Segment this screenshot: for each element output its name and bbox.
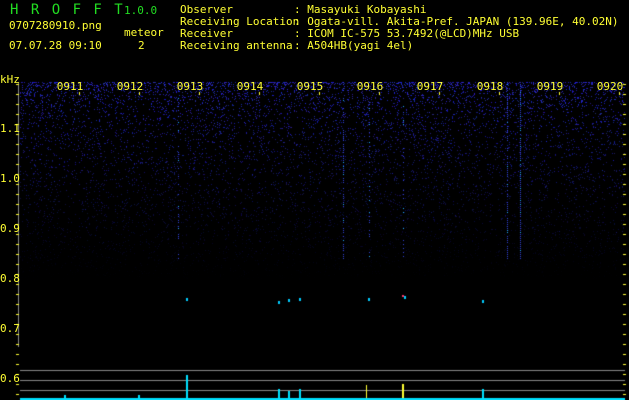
x-tick-label: 0914	[236, 80, 264, 93]
x-tick-label: 0918	[476, 80, 504, 93]
x-tick-label: 0917	[416, 80, 444, 93]
y-tick-label: 0.7	[0, 322, 20, 335]
x-tick-label: 0916	[356, 80, 384, 93]
y-tick-label: 1.0	[0, 172, 20, 185]
x-tick-label: 0913	[176, 80, 204, 93]
app-title: H R O F F T	[10, 2, 125, 18]
y-tick-label: 0.6	[0, 372, 20, 385]
app-version: 1.0.0	[124, 4, 158, 17]
meteor-count: 2	[138, 39, 145, 52]
info-label: Receiving Location	[180, 15, 300, 28]
y-tick-label: 1.1	[0, 122, 20, 135]
info-value: : A504HB(yagi 4el)	[294, 39, 414, 52]
x-tick-label: 0915	[296, 80, 324, 93]
info-value: : ICOM IC-575 53.7492(@LCD)MHz USB	[294, 27, 520, 40]
info-label: Receiver	[180, 27, 233, 40]
y-tick-label: 0.9	[0, 222, 20, 235]
datetime: 07.07.28 09:10	[9, 39, 102, 52]
x-tick-label: 0919	[536, 80, 564, 93]
filename: 0707280910.png	[9, 19, 102, 32]
y-tick-label: 0.8	[0, 272, 20, 285]
x-tick-label: 0920	[596, 80, 624, 93]
info-label: Observer	[180, 3, 233, 16]
info-value: : Ogata-vill. Akita-Pref. JAPAN (139.96E…	[294, 15, 619, 28]
info-value: : Masayuki Kobayashi	[294, 3, 427, 16]
meteor-label: meteor	[124, 26, 164, 39]
y-axis-unit: kHz	[0, 73, 20, 86]
x-tick-label: 0911	[56, 80, 84, 93]
x-tick-label: 0912	[116, 80, 144, 93]
info-label: Receiving antenna	[180, 39, 293, 52]
